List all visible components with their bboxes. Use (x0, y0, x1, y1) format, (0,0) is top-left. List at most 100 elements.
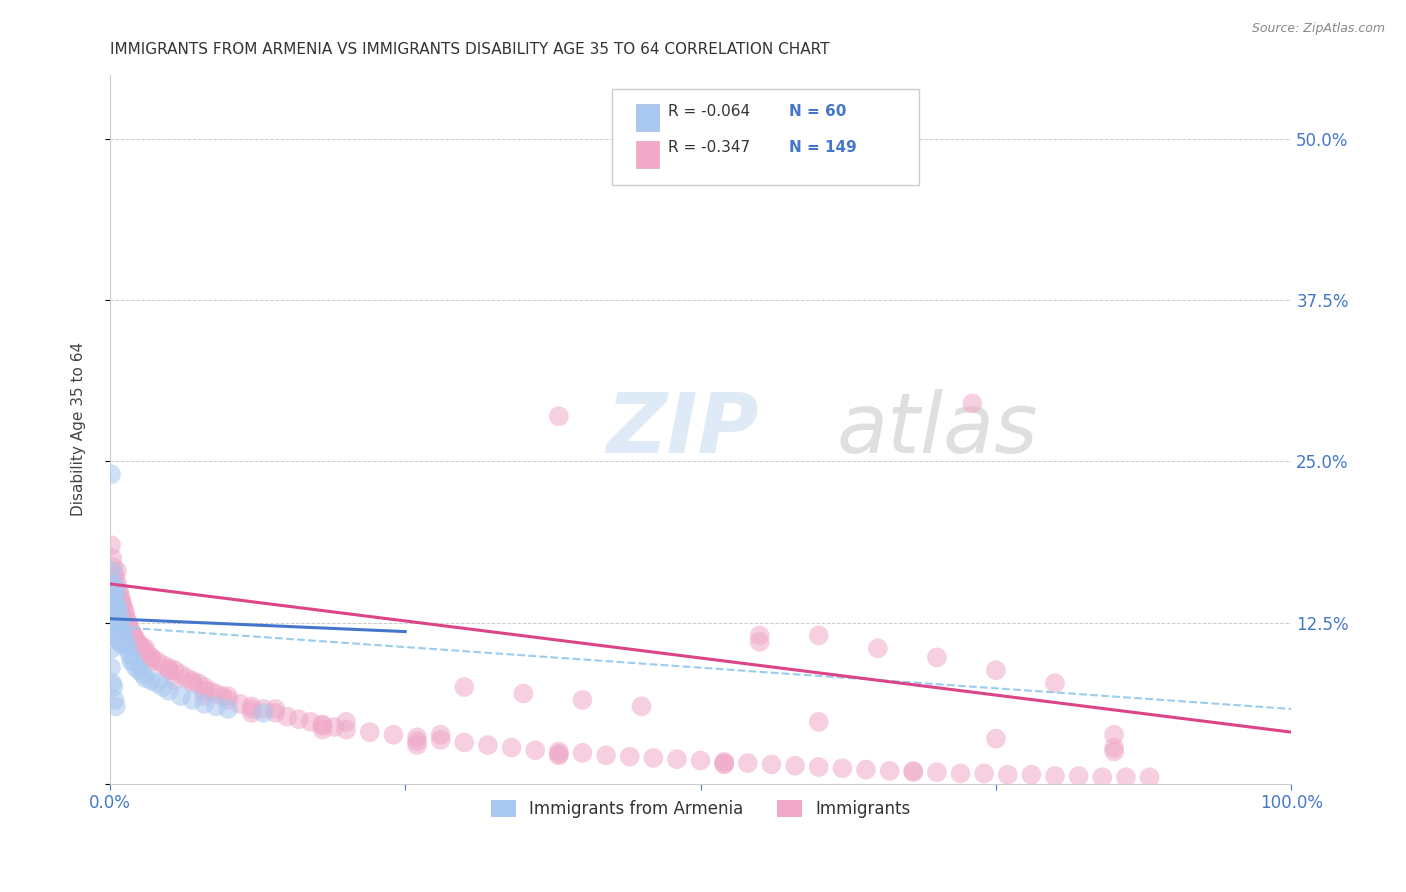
Immigrants from Armenia (122, 654, 145, 668)
Immigrants (1115, 770, 1137, 784)
Immigrants (152, 658, 174, 673)
Immigrants (1021, 768, 1043, 782)
Immigrants from Armenia (103, 612, 125, 626)
Immigrants (122, 628, 145, 642)
Immigrants (311, 719, 333, 733)
Immigrants (110, 607, 132, 621)
Immigrants (713, 756, 735, 770)
Immigrants from Armenia (181, 693, 204, 707)
Text: Source: ZipAtlas.com: Source: ZipAtlas.com (1251, 22, 1385, 36)
Immigrants from Armenia (107, 632, 129, 647)
Immigrants (103, 593, 125, 607)
Immigrants (689, 754, 711, 768)
Immigrants (453, 735, 475, 749)
Immigrants (406, 734, 429, 748)
Immigrants from Armenia (103, 590, 125, 604)
Immigrants (108, 599, 131, 613)
Immigrants (984, 663, 1007, 677)
Immigrants (335, 714, 357, 729)
Immigrants from Armenia (125, 661, 148, 675)
Immigrants (524, 743, 547, 757)
Immigrants from Armenia (101, 624, 124, 639)
Immigrants (200, 684, 222, 698)
Immigrants (125, 632, 148, 647)
Immigrants (187, 676, 209, 690)
Immigrants (1067, 769, 1090, 783)
Immigrants (453, 680, 475, 694)
Immigrants (112, 612, 135, 626)
Immigrants (193, 689, 215, 703)
Immigrants (925, 650, 948, 665)
Immigrants (831, 761, 853, 775)
Text: atlas: atlas (837, 389, 1038, 470)
Immigrants (141, 650, 163, 665)
Immigrants (111, 599, 134, 613)
Immigrants (100, 577, 122, 591)
Immigrants (117, 615, 139, 630)
Immigrants (595, 748, 617, 763)
Immigrants (240, 702, 263, 716)
Immigrants from Armenia (105, 624, 128, 639)
Immigrants (855, 763, 877, 777)
Immigrants (193, 680, 215, 694)
FancyBboxPatch shape (636, 141, 659, 169)
Immigrants from Armenia (128, 663, 150, 677)
Immigrants (104, 590, 127, 604)
Immigrants (134, 641, 156, 656)
Immigrants (181, 676, 204, 690)
Immigrants from Armenia (100, 577, 122, 591)
Immigrants (107, 583, 129, 598)
Immigrants (146, 654, 169, 668)
Immigrants (748, 635, 770, 649)
Immigrants (101, 551, 124, 566)
Immigrants (299, 714, 322, 729)
Immigrants from Armenia (104, 602, 127, 616)
Immigrants (359, 725, 381, 739)
Immigrants from Armenia (103, 583, 125, 598)
Immigrants from Armenia (110, 615, 132, 630)
Text: IMMIGRANTS FROM ARMENIA VS IMMIGRANTS DISABILITY AGE 35 TO 64 CORRELATION CHART: IMMIGRANTS FROM ARMENIA VS IMMIGRANTS DI… (110, 42, 830, 57)
Immigrants (1091, 770, 1114, 784)
Immigrants from Armenia (108, 609, 131, 624)
Immigrants (176, 671, 198, 685)
FancyBboxPatch shape (612, 89, 920, 185)
Immigrants (120, 624, 142, 639)
Immigrants (477, 738, 499, 752)
Immigrants (157, 661, 180, 675)
Immigrants (118, 619, 141, 633)
Immigrants (772, 158, 794, 172)
Immigrants (984, 731, 1007, 746)
FancyBboxPatch shape (636, 104, 659, 131)
Immigrants from Armenia (118, 648, 141, 662)
Immigrants (157, 663, 180, 677)
Immigrants (925, 765, 948, 780)
Immigrants (115, 612, 138, 626)
Immigrants (866, 641, 889, 656)
Immigrants (785, 758, 807, 772)
Immigrants (157, 663, 180, 677)
Immigrants (571, 693, 593, 707)
Immigrants (122, 628, 145, 642)
Immigrants from Armenia (100, 661, 122, 675)
Immigrants from Armenia (103, 596, 125, 610)
Immigrants from Armenia (170, 689, 193, 703)
Immigrants from Armenia (101, 615, 124, 630)
Immigrants (1102, 740, 1125, 755)
Immigrants (128, 638, 150, 652)
Immigrants (547, 744, 569, 758)
Immigrants from Armenia (107, 622, 129, 636)
Immigrants from Armenia (100, 467, 122, 482)
Immigrants (103, 560, 125, 574)
Immigrants (111, 599, 134, 613)
Immigrants (547, 747, 569, 761)
Immigrants (240, 699, 263, 714)
Immigrants (276, 709, 298, 723)
Immigrants (104, 586, 127, 600)
Immigrants from Armenia (105, 599, 128, 613)
Immigrants (288, 712, 311, 726)
Immigrants from Armenia (100, 609, 122, 624)
Immigrants (229, 697, 252, 711)
Immigrants (1043, 769, 1066, 783)
Immigrants from Armenia (132, 667, 155, 681)
Immigrants (406, 738, 429, 752)
